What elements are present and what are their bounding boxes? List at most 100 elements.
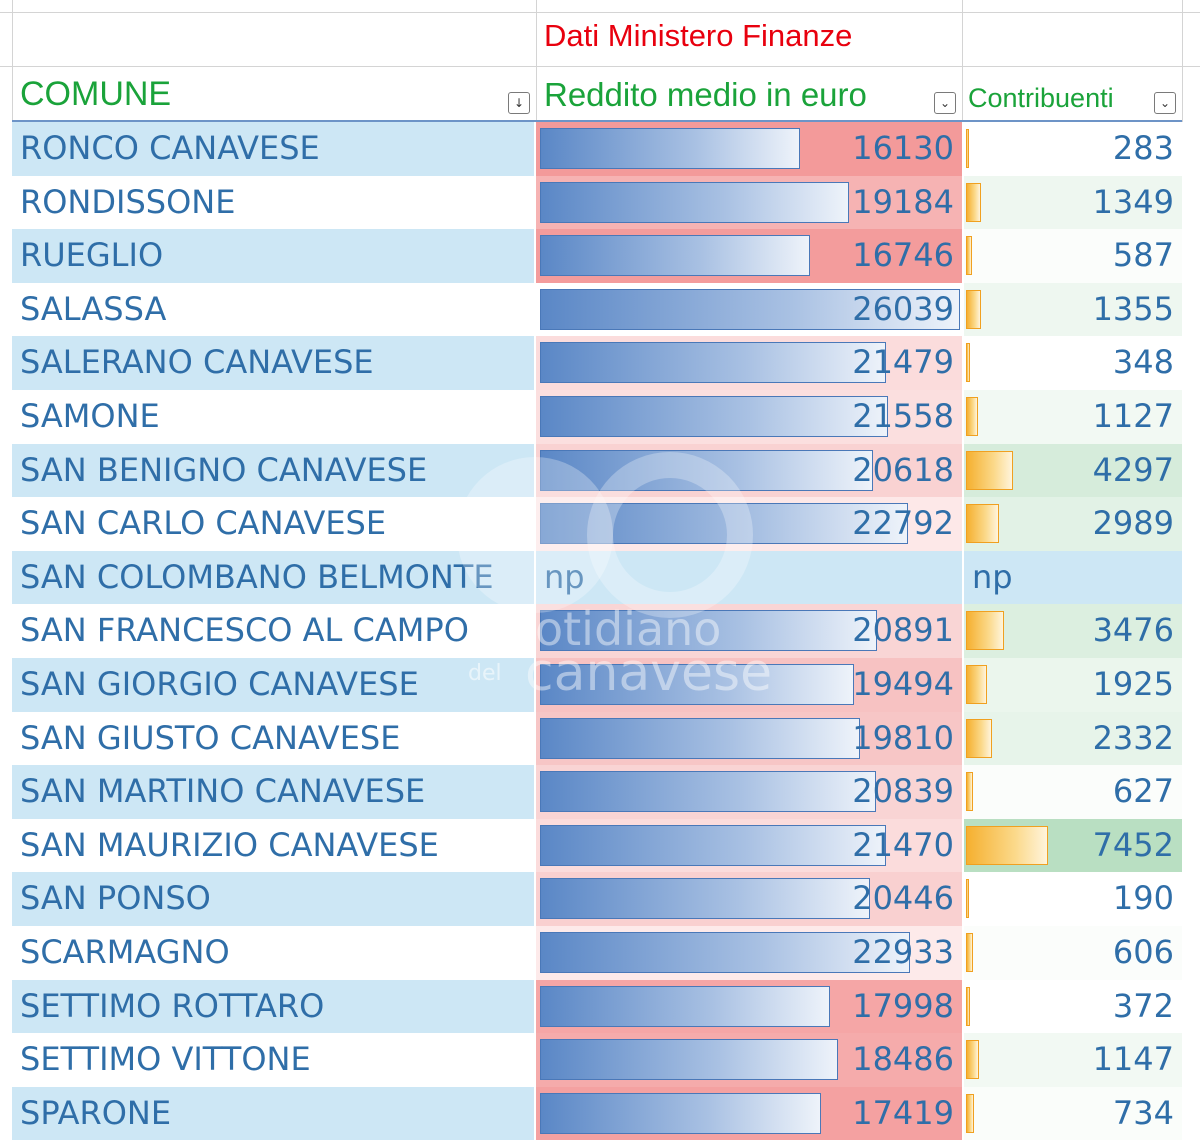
contribuenti-cell[interactable]: 1127 (964, 389, 1182, 444)
contribuenti-cell[interactable]: 587 (964, 229, 1182, 283)
reddito-cell[interactable]: 16130 (536, 122, 962, 176)
sort-filter-icon[interactable]: ↓ (508, 92, 530, 114)
comune-cell[interactable]: SAN MAURIZIO CANAVESE (12, 818, 534, 873)
reddito-cell[interactable]: 20446 (536, 872, 962, 926)
table-row: SETTIMO VITTONE 18486 1147 (12, 1033, 1182, 1087)
reddito-value: 22933 (852, 932, 954, 971)
reddito-cell[interactable]: 22933 (536, 925, 962, 980)
reddito-value: 22792 (852, 504, 954, 543)
contribuenti-value: 587 (1112, 236, 1174, 275)
contribuenti-cell[interactable]: 734 (964, 1086, 1182, 1140)
comune-cell[interactable]: SAN MARTINO CANAVESE (12, 765, 534, 819)
contribuenti-cell[interactable]: 4297 (964, 443, 1182, 498)
contribuenti-cell[interactable]: 606 (964, 925, 1182, 980)
reddito-cell[interactable]: 20839 (536, 765, 962, 819)
contribuenti-cell[interactable]: 627 (964, 765, 1182, 819)
comune-cell[interactable]: SCARMAGNO (12, 925, 534, 980)
contribuenti-cell[interactable]: 1147 (964, 1033, 1182, 1087)
reddito-cell[interactable]: 17998 (536, 979, 962, 1034)
comune-cell[interactable]: SAN COLOMBANO BELMONTE (12, 550, 534, 605)
contribuenti-value: 2989 (1092, 504, 1174, 543)
comune-name: RUEGLIO (20, 236, 164, 275)
income-databar (540, 181, 850, 223)
contribuenti-databar (966, 1040, 979, 1080)
reddito-cell[interactable]: 16746 (536, 229, 962, 283)
comune-name: SAN GIUSTO CANAVESE (20, 718, 401, 757)
contribuenti-value: 7452 (1092, 825, 1174, 864)
header-contribuenti: Contribuenti (968, 83, 1114, 113)
contribuenti-cell[interactable]: 7452 (964, 818, 1182, 873)
header-comune-cell[interactable]: COMUNE ↓ (12, 68, 536, 120)
comune-cell[interactable]: SETTIMO ROTTARO (12, 979, 534, 1034)
reddito-cell[interactable]: 22792 (536, 497, 962, 551)
reddito-cell[interactable]: 19494 (536, 657, 962, 712)
reddito-cell[interactable]: 21470 (536, 818, 962, 873)
income-databar (540, 717, 860, 759)
reddito-cell[interactable]: 18486 (536, 1033, 962, 1087)
contribuenti-cell[interactable]: 2332 (964, 711, 1182, 766)
reddito-cell[interactable]: np (536, 550, 962, 605)
filter-dropdown-icon[interactable]: ⌄ (1154, 92, 1176, 114)
contribuenti-databar (966, 879, 969, 919)
comune-cell[interactable]: SAN BENIGNO CANAVESE (12, 443, 534, 498)
comune-cell[interactable]: SETTIMO VITTONE (12, 1033, 534, 1087)
reddito-value: 20446 (852, 879, 954, 918)
reddito-cell[interactable]: 20891 (536, 604, 962, 658)
contribuenti-value: np (972, 557, 1013, 596)
comune-cell[interactable]: SAN FRANCESCO AL CAMPO (12, 604, 534, 658)
comune-cell[interactable]: SAN GIUSTO CANAVESE (12, 711, 534, 766)
header-contribuenti-cell[interactable]: Contribuenti ⌄ (962, 68, 1182, 120)
contribuenti-cell[interactable]: 1925 (964, 657, 1182, 712)
comune-cell[interactable]: RONCO CANAVESE (12, 122, 534, 176)
reddito-cell[interactable]: 19184 (536, 175, 962, 230)
contribuenti-cell[interactable]: 1355 (964, 282, 1182, 337)
comune-cell[interactable]: RUEGLIO (12, 229, 534, 283)
table-row: SAN GIORGIO CANAVESE 19494 1925 (12, 657, 1182, 712)
contribuenti-value: 348 (1112, 343, 1174, 382)
reddito-cell[interactable]: 21558 (536, 389, 962, 444)
reddito-value: 21470 (852, 825, 954, 864)
table-row: RONDISSONE 19184 1349 (12, 175, 1182, 230)
contribuenti-cell[interactable]: 1349 (964, 175, 1182, 230)
income-databar (540, 395, 888, 437)
contribuenti-cell[interactable]: 372 (964, 979, 1182, 1034)
reddito-cell[interactable]: 21479 (536, 336, 962, 390)
contribuenti-cell[interactable]: 283 (964, 122, 1182, 176)
comune-cell[interactable]: SALASSA (12, 282, 534, 337)
contribuenti-cell[interactable]: np (964, 550, 1182, 605)
comune-name: SPARONE (20, 1093, 172, 1132)
contribuenti-cell[interactable]: 3476 (964, 604, 1182, 658)
comune-cell[interactable]: SAN PONSO (12, 872, 534, 926)
comune-cell[interactable]: SAMONE (12, 389, 534, 444)
contribuenti-value: 1355 (1092, 289, 1174, 328)
source-title: Dati Ministero Finanze (544, 18, 853, 53)
reddito-cell[interactable]: 20618 (536, 443, 962, 498)
reddito-value: 21558 (852, 396, 954, 435)
reddito-cell[interactable]: 19810 (536, 711, 962, 766)
comune-cell[interactable]: SAN CARLO CANAVESE (12, 497, 534, 551)
comune-cell[interactable]: SALERANO CANAVESE (12, 336, 534, 390)
table-row: SALASSA 26039 1355 (12, 282, 1182, 337)
reddito-cell[interactable]: 26039 (536, 282, 962, 337)
comune-name: SAN MARTINO CANAVESE (20, 772, 426, 811)
filter-dropdown-icon[interactable]: ⌄ (934, 92, 956, 114)
reddito-value: np (544, 557, 585, 596)
contribuenti-cell[interactable]: 2989 (964, 497, 1182, 551)
income-databar (540, 1039, 839, 1081)
contribuenti-value: 3476 (1092, 611, 1174, 650)
contribuenti-databar (966, 932, 973, 972)
contribuenti-cell[interactable]: 190 (964, 872, 1182, 926)
comune-cell[interactable]: RONDISSONE (12, 175, 534, 230)
contribuenti-databar (966, 772, 973, 812)
reddito-cell[interactable]: 17419 (536, 1086, 962, 1140)
contribuenti-cell[interactable]: 348 (964, 336, 1182, 390)
income-databar (540, 235, 811, 277)
grid-line (536, 0, 537, 122)
header-reddito-cell[interactable]: Reddito medio in euro ⌄ (536, 68, 962, 120)
table-row: SAN GIUSTO CANAVESE 19810 2332 (12, 711, 1182, 766)
comune-cell[interactable]: SAN GIORGIO CANAVESE (12, 657, 534, 712)
comune-cell[interactable]: SPARONE (12, 1086, 534, 1140)
contribuenti-value: 1127 (1092, 396, 1174, 435)
contribuenti-databar (966, 343, 970, 383)
income-databar (540, 342, 887, 384)
